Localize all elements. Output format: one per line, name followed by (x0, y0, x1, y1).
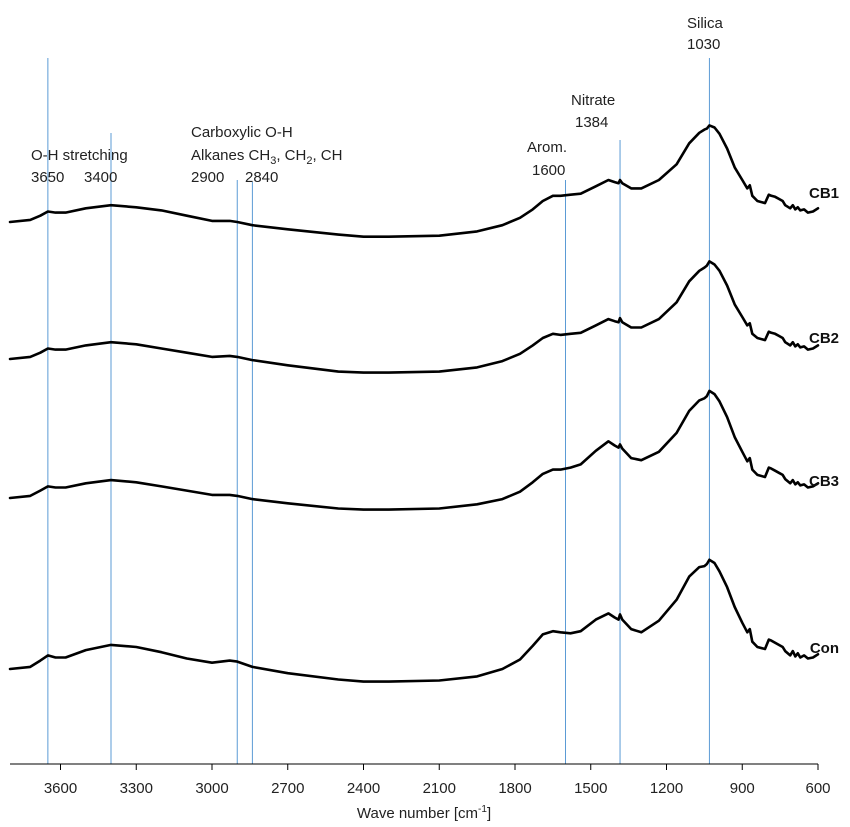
series-label-con: Con (810, 640, 839, 657)
oh-3400-label: 3400 (84, 169, 117, 186)
ch3-subscript: 3 (270, 155, 276, 167)
x-axis-title-superscript: -1 (478, 804, 487, 815)
x-tick-label-1800: 1800 (498, 780, 531, 797)
series-label-cb1: CB1 (809, 185, 839, 202)
x-tick-label-900: 900 (730, 780, 755, 797)
silica-1030-label: 1030 (687, 36, 720, 53)
x-tick-label-2100: 2100 (423, 780, 456, 797)
x-axis-title: Wave number [cm-1] (357, 804, 491, 822)
alkane-2840-label: 2840 (245, 169, 278, 186)
x-tick-label-2700: 2700 (271, 780, 304, 797)
carboxylic-oh-label: Carboxylic O-H (191, 124, 293, 141)
oh-stretching-label: O-H stretching (31, 147, 128, 164)
arom-label: Arom. (527, 139, 567, 156)
ch2-text: , CH (276, 147, 306, 164)
ch2-subscript: 2 (306, 155, 312, 167)
x-tick-label-1500: 1500 (574, 780, 607, 797)
series-line-cb1 (8, 124, 820, 238)
nitrate-1384-label: 1384 (575, 114, 608, 131)
peak-annotations: Silica 1030 Nitrate 1384 Arom. 1600 O-H … (31, 15, 724, 186)
x-axis-ticks: 3600 3300 3000 2700 2400 2100 1800 1500 1200 900 6… (44, 764, 831, 797)
series-labels: CB1 CB2 CB3 Con (809, 185, 839, 657)
series-line-cb3 (8, 389, 820, 511)
x-axis: 3600 3300 3000 2700 2400 2100 1800 1500 1200 900 6… (10, 763, 831, 822)
series-line-con (8, 558, 820, 683)
annotation-guide-lines (47, 58, 710, 764)
series-label-cb3: CB3 (809, 473, 839, 490)
oh-3650-label: 3650 (31, 169, 64, 186)
arom-1600-label: 1600 (532, 162, 565, 179)
x-axis-title-main: Wave number [cm (357, 805, 478, 822)
x-tick-label-600: 600 (805, 780, 830, 797)
alkanes-label: Alkanes CH3, CH2, CH (191, 147, 342, 167)
nitrate-label: Nitrate (571, 92, 615, 109)
ch-text: , CH (312, 147, 342, 164)
x-axis-title-end: ] (487, 805, 491, 822)
x-tick-label-1200: 1200 (650, 780, 683, 797)
x-tick-label-2400: 2400 (347, 780, 380, 797)
series-label-cb2: CB2 (809, 330, 839, 347)
alkane-2900-label: 2900 (191, 169, 224, 186)
x-tick-label-3000: 3000 (195, 780, 228, 797)
series-line-cb2 (8, 260, 820, 374)
x-tick-label-3600: 3600 (44, 780, 77, 797)
spectra-series (8, 124, 820, 683)
x-tick-label-3300: 3300 (120, 780, 153, 797)
alkanes-prefix: Alkanes CH (191, 147, 270, 164)
silica-label: Silica (687, 15, 724, 32)
